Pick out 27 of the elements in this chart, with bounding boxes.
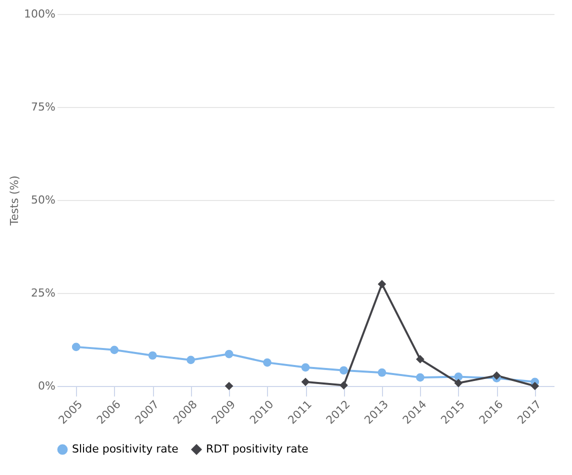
point [454, 378, 463, 388]
legend-label: Slide positivity rate [72, 442, 179, 456]
point [416, 373, 424, 382]
y-tick-label: 0% [38, 380, 56, 392]
point [340, 366, 348, 375]
point [263, 358, 272, 367]
point [530, 382, 540, 390]
y-tick-label: 100% [24, 8, 56, 20]
point [72, 342, 80, 352]
point [492, 371, 501, 380]
legend-label: RDT positivity rate [206, 442, 309, 456]
y-tick-label: 25% [31, 286, 56, 300]
point [186, 356, 195, 364]
y-tick-label: 75% [31, 100, 56, 114]
point [110, 346, 119, 354]
point [301, 363, 310, 372]
y-tick-label: 50% [31, 194, 56, 206]
point [224, 382, 234, 390]
point [378, 368, 386, 377]
point [301, 378, 310, 386]
y-axis-title: Tests (%) [8, 176, 22, 226]
point [416, 355, 424, 364]
point [378, 280, 386, 288]
point [224, 350, 234, 358]
point [148, 351, 157, 360]
point [454, 372, 463, 381]
point [340, 381, 348, 390]
